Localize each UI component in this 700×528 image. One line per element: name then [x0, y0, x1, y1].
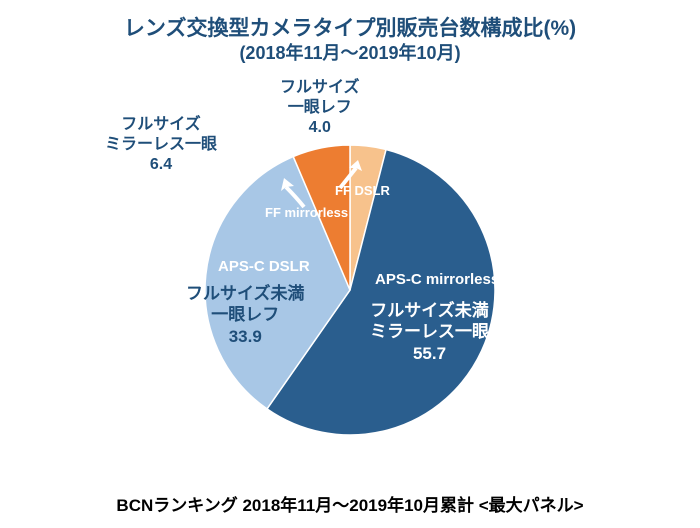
slice-label-ff-mirrorless: フルサイズ ミラーレス一眼 6.4 — [105, 115, 217, 175]
slice-inner-apsc-mirrorless: フルサイズ未満 ミラーレス一眼 55.7 — [370, 300, 489, 364]
slice-label-ff-dslr: フルサイズ 一眼レフ 4.0 — [280, 78, 360, 138]
slice-pct-ff-dslr: 4.0 — [309, 119, 331, 136]
slice-inner-apsc-dslr-l2: 一眼レフ — [211, 305, 279, 324]
slice-label-ff-dslr-l1: フルサイズ — [280, 79, 360, 96]
slice-pct-apsc-mirrorless: 55.7 — [413, 344, 446, 363]
title-line1: レンズ交換型カメラタイプ別販売台数構成比(%) — [0, 15, 700, 42]
slice-inner-apsc-dslr: フルサイズ未満 一眼レフ 33.9 — [186, 283, 305, 347]
slice-en-apsc-dslr: APS-C DSLR — [218, 258, 310, 277]
chart-footer: BCNランキング 2018年11月～2019年10月累計 <最大パネル> — [0, 491, 700, 516]
slice-label-ff-mirrorless-l2: ミラーレス一眼 — [105, 136, 217, 153]
slice-inner-apsc-dslr-l1: フルサイズ未満 — [186, 284, 305, 303]
slice-pct-ff-mirrorless: 6.4 — [150, 156, 172, 173]
title-line2: (2018年11月～2019年10月) — [0, 42, 700, 65]
slice-en-apsc-mirrorless: APS-C mirrorless — [375, 271, 499, 290]
slice-label-ff-dslr-l2: 一眼レフ — [288, 99, 352, 116]
arrow-ff-mirrorless-icon — [270, 175, 330, 225]
slice-inner-apsc-mirrorless-l2: ミラーレス一眼 — [370, 322, 489, 341]
slice-pct-apsc-dslr: 33.9 — [229, 327, 262, 346]
slice-inner-apsc-mirrorless-l1: フルサイズ未満 — [370, 301, 489, 320]
slice-label-ff-mirrorless-l1: フルサイズ — [121, 116, 201, 133]
chart-title: レンズ交換型カメラタイプ別販売台数構成比(%) (2018年11月～2019年1… — [0, 15, 700, 66]
